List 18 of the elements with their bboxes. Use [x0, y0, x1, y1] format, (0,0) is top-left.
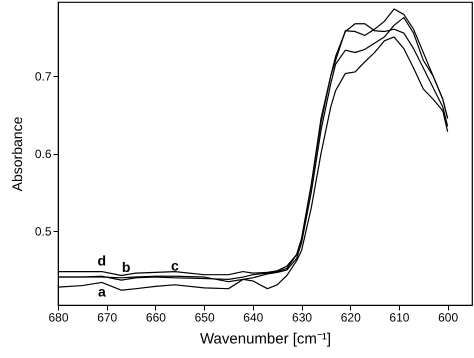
x-tick-label: 610	[389, 310, 410, 324]
x-tick-label: 660	[146, 310, 166, 324]
annotation: d	[98, 252, 106, 269]
y-tick-label: 0.5	[34, 224, 52, 239]
y-axis-title: Absorbance	[8, 116, 25, 192]
annotation: b	[122, 258, 130, 275]
x-tick-label: 630	[292, 310, 312, 324]
annotation: a	[98, 283, 106, 300]
y-tick-label: 0.7	[34, 69, 52, 84]
annotation: c	[170, 257, 179, 274]
x-tick-label: 650	[194, 310, 215, 324]
x-axis-title: Wavenumber [cm⁻¹]	[200, 330, 332, 348]
x-tick-label: 600	[438, 310, 458, 324]
x-tick-label: 640	[243, 310, 264, 324]
x-tick-label: 670	[97, 310, 118, 324]
x-tick-label: 620	[340, 310, 362, 324]
x-tick-label: 680	[48, 310, 69, 324]
y-tick-label: 0.6	[34, 147, 52, 161]
